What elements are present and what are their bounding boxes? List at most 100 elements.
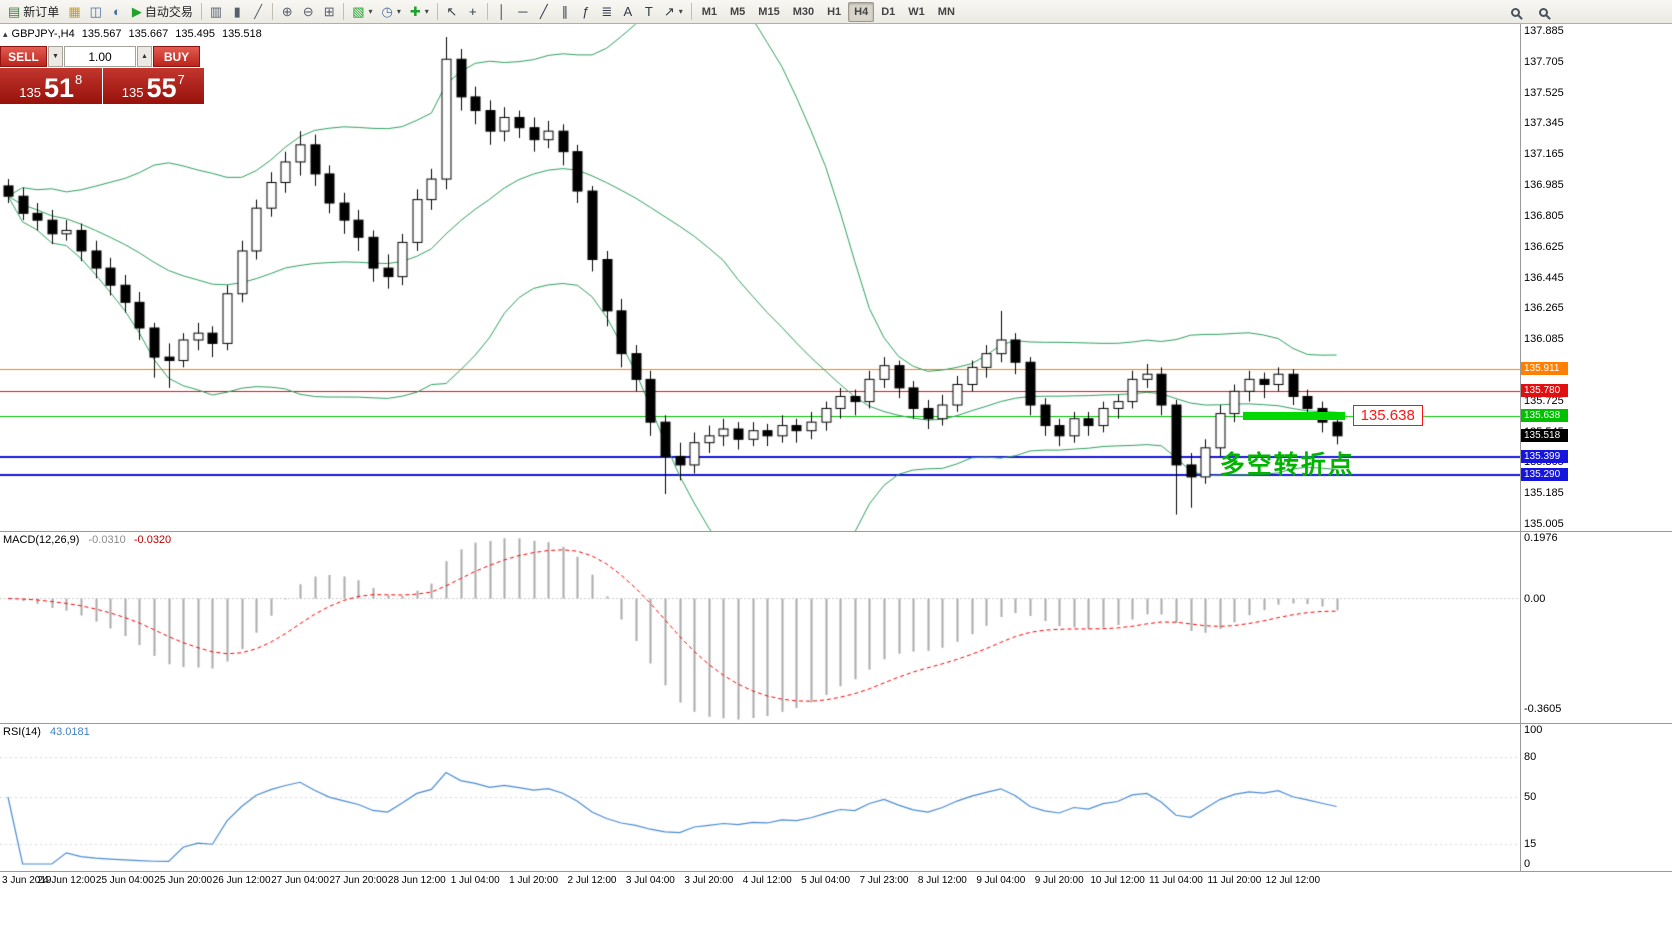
volume-down-button[interactable]: ▼ <box>48 46 63 67</box>
one-click-collapse-icon[interactable]: ▴ <box>3 29 8 39</box>
price-axis-label: 137.885 <box>1524 25 1564 37</box>
horizontal-line-button[interactable]: ─ <box>513 2 533 22</box>
timeframe-m15-label: M15 <box>758 5 780 18</box>
macd-axis-label: 0.00 <box>1524 592 1546 605</box>
rsi-axis-label: 100 <box>1524 724 1543 736</box>
rsi-pane-canvas[interactable] <box>0 723 1520 871</box>
time-axis-label: 8 Jul 12:00 <box>917 875 967 886</box>
rsi-value: 43.0181 <box>49 726 90 738</box>
price-axis-label: 135.185 <box>1524 487 1564 500</box>
timeframe-h1-button[interactable]: H1 <box>821 2 847 22</box>
sell-price-pip: 8 <box>75 72 83 87</box>
timeframe-h4-label: H4 <box>854 5 869 18</box>
new-chart-window-icon: ▦ <box>68 4 81 19</box>
text-button[interactable]: A <box>618 2 638 22</box>
search-button[interactable] <box>1505 2 1525 22</box>
trendline-button[interactable]: ╱ <box>534 2 554 22</box>
buy-price-button[interactable]: 135 55 7 <box>102 68 204 104</box>
price-line-badge: 135.911 <box>1521 361 1568 375</box>
candlestick-chart-button[interactable]: ▮ <box>227 2 247 22</box>
rsi-axis-label: 0 <box>1524 858 1531 870</box>
time-axis-label: 27 Jun 20:00 <box>329 875 388 886</box>
symbol-search-button[interactable] <box>1533 2 1553 22</box>
time-axis[interactable]: 3 Jun 2019 24 Jun 12:00 25 Jun 04:00 25 Jun… <box>0 871 1520 893</box>
dropdown-arrow-icon: ▾ <box>368 7 373 16</box>
periods-dropdown-button[interactable]: ◷ ▾ <box>378 2 405 22</box>
autotrading-button[interactable]: ▶ 自动交易 <box>128 2 197 22</box>
axis-border <box>1520 24 1521 871</box>
one-click-top-row: SELL ▼ ▲ BUY <box>0 46 204 67</box>
cursor-button[interactable]: ↖ <box>442 2 462 22</box>
tile-windows-button[interactable]: ⊞ <box>319 2 339 22</box>
time-axis-label: 1 Jul 04:00 <box>450 875 500 886</box>
timeframe-m1-button[interactable]: M1 <box>696 2 723 22</box>
arrows-dropdown-button[interactable]: ↗ ▾ <box>660 2 687 22</box>
volume-up-button[interactable]: ▲ <box>137 46 152 67</box>
timeframe-m30-button[interactable]: M30 <box>787 2 820 22</box>
macd-axis-label: 0.1976 <box>1524 532 1558 544</box>
sell-price-button[interactable]: 135 51 8 <box>0 68 102 104</box>
equidistant-channel-button[interactable]: ∥ <box>555 2 575 22</box>
crosshair-button[interactable]: + <box>463 2 483 22</box>
new-order-label: 新订单 <box>23 5 60 19</box>
indicators-dropdown-icon: ✚ <box>409 4 421 19</box>
timeframe-mn-button[interactable]: MN <box>932 2 961 22</box>
volume-input[interactable] <box>64 46 136 67</box>
rsi-name: RSI(14) <box>3 726 41 738</box>
toolbar-separator <box>200 3 202 20</box>
time-axis-label: 28 Jun 12:00 <box>387 875 446 886</box>
timeframe-m5-button[interactable]: M5 <box>724 2 751 22</box>
price-axis-label: 137.705 <box>1524 55 1564 68</box>
macd-pane-canvas[interactable] <box>0 531 1520 723</box>
new-order-button[interactable]: ▤ 新订单 <box>4 2 63 22</box>
rsi-axis-label: 80 <box>1524 750 1537 763</box>
chart-annotation-text[interactable]: 多空转折点 <box>1219 450 1355 479</box>
buy-price-prefix: 135 <box>121 84 144 100</box>
text-label-button[interactable]: T <box>639 2 659 22</box>
price-axis-label: 137.525 <box>1524 86 1564 99</box>
objects-list-button[interactable]: ≣ <box>597 2 617 22</box>
time-axis-label: 27 Jun 04:00 <box>271 875 329 886</box>
timeframe-m15-button[interactable]: M15 <box>752 2 785 22</box>
timeframe-m5-label: M5 <box>730 5 746 18</box>
rsi-pane-separator[interactable] <box>0 723 1672 724</box>
timeframe-h4-button[interactable]: H4 <box>848 1 875 22</box>
new-chart-window-button[interactable]: ▦ <box>64 2 84 22</box>
candlestick-chart-icon: ▮ <box>233 4 241 19</box>
indicators-dropdown-button[interactable]: ✚ ▾ <box>406 2 433 22</box>
zoom-in-button[interactable]: ⊕ <box>277 2 297 22</box>
time-axis-label: 7 Jul 23:00 <box>859 875 909 886</box>
bar-chart-button[interactable]: ▥ <box>206 2 226 22</box>
new-chart-dropdown-button[interactable]: ▧ ▾ <box>348 2 376 22</box>
support-highlight-bar[interactable] <box>1243 411 1345 420</box>
buy-button[interactable]: BUY <box>153 46 200 67</box>
zoom-out-button[interactable]: ⊖ <box>298 2 318 22</box>
fibonacci-button[interactable]: ƒ <box>576 2 596 22</box>
price-axis[interactable]: 137.885 137.705 137.525 137.345 137.165 136.9… <box>1521 0 1671 950</box>
timeframe-w1-label: W1 <box>908 5 925 18</box>
time-axis-label: 9 Jul 04:00 <box>976 875 1026 886</box>
price-level-label[interactable]: 135.638 <box>1352 404 1423 426</box>
open-value: 135.567 <box>81 28 122 40</box>
rsi-indicator-label: RSI(14) 43.0181 <box>3 726 90 738</box>
timeframe-h1-label: H1 <box>827 5 842 18</box>
sell-button[interactable]: SELL <box>0 46 47 67</box>
timeframe-d1-label: D1 <box>881 5 896 18</box>
dropdown-arrow-icon: ▾ <box>678 7 683 16</box>
macd-pane-separator[interactable] <box>0 531 1672 532</box>
profiles-button[interactable]: ◫ <box>86 2 106 22</box>
market-watch-button[interactable]: ◐ <box>107 2 127 22</box>
line-chart-button[interactable]: ╱ <box>248 2 268 22</box>
price-axis-label: 136.265 <box>1524 302 1564 315</box>
arrows-dropdown-icon: ↗ <box>663 4 675 19</box>
sell-price-big: 51 <box>43 73 74 104</box>
vertical-line-button[interactable]: │ <box>492 2 512 22</box>
new-order-icon: ▤ <box>8 4 21 19</box>
timeframe-w1-button[interactable]: W1 <box>902 2 931 22</box>
sell-price-prefix: 135 <box>19 84 41 100</box>
price-chart-canvas[interactable] <box>0 24 1520 531</box>
objects-list-icon: ≣ <box>601 4 613 19</box>
time-axis-label: 11 Jul 04:00 <box>1149 875 1203 886</box>
timeframe-d1-button[interactable]: D1 <box>875 2 901 22</box>
macd-name: MACD(12,26,9) <box>3 534 80 546</box>
